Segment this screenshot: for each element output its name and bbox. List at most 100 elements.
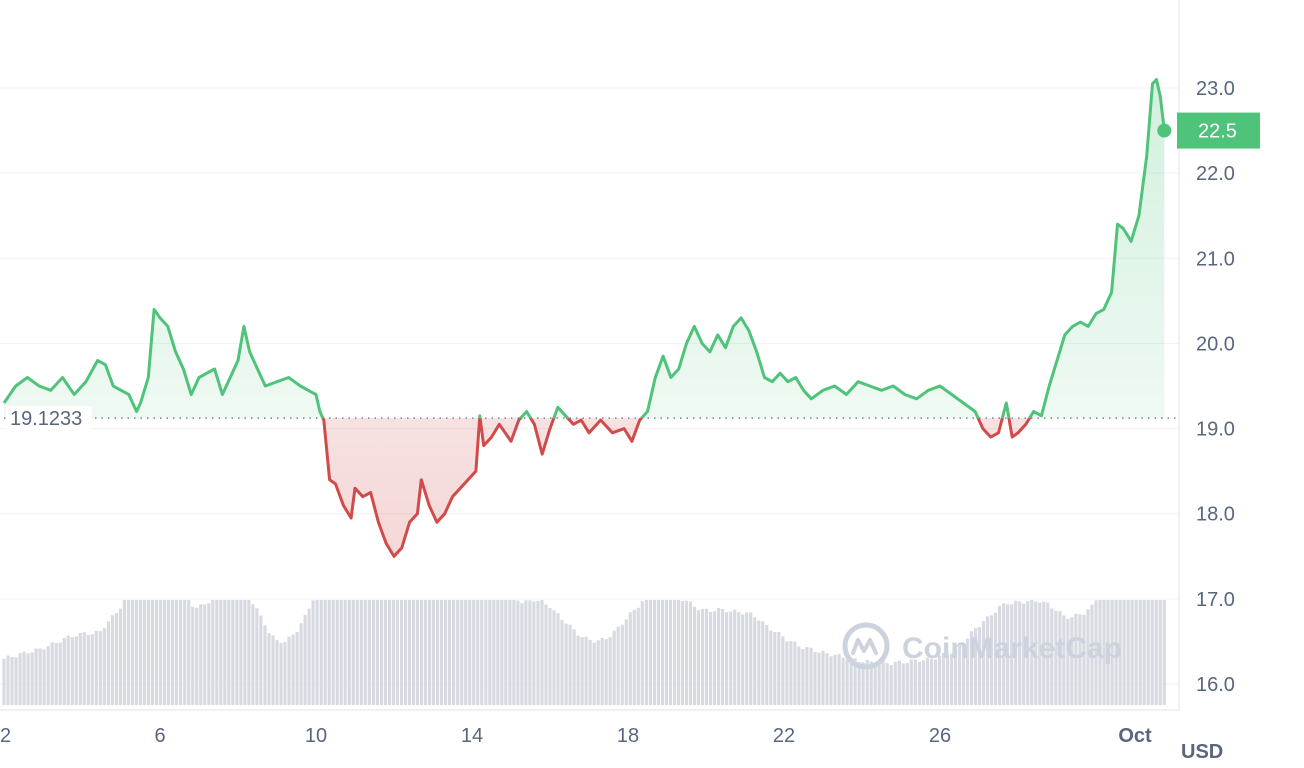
volume-bar	[969, 631, 974, 705]
volume-bar	[998, 605, 1002, 705]
volume-bar	[391, 600, 395, 705]
volume-bar	[632, 609, 636, 705]
volume-bar	[737, 612, 741, 705]
volume-bar	[805, 646, 809, 705]
volume-bar	[616, 626, 620, 705]
volume-bar	[428, 600, 432, 705]
volume-bar	[239, 600, 243, 705]
volume-bar	[98, 631, 102, 705]
volume-bar	[676, 600, 681, 705]
price-area-below-baseline	[4, 418, 1165, 557]
volume-bar	[1162, 600, 1166, 705]
volume-bar	[849, 657, 853, 705]
volume-bar	[476, 600, 480, 705]
volume-bar	[1154, 600, 1158, 705]
volume-bar	[801, 648, 805, 705]
volume-bar	[516, 600, 520, 705]
volume-bar	[933, 659, 937, 705]
volume-bar	[367, 600, 371, 705]
volume-bar	[701, 609, 705, 705]
volume-bar	[1102, 600, 1106, 705]
volume-bar	[660, 600, 664, 705]
volume-bar	[496, 600, 500, 705]
volume-bar	[765, 624, 769, 705]
volume-bar	[279, 643, 283, 705]
volume-bar	[809, 647, 813, 705]
volume-bar	[14, 657, 18, 705]
volume-bar	[733, 609, 737, 705]
coinmarketcap-watermark: CoinMarketCap	[842, 622, 1122, 670]
volume-bar	[26, 653, 30, 705]
volume-bar	[1142, 600, 1146, 705]
baseline-value-label: 19.1233	[10, 408, 82, 430]
volume-bar	[1126, 600, 1130, 705]
volume-bar	[684, 600, 689, 705]
volume-bar	[592, 642, 596, 705]
volume-bar	[572, 629, 576, 705]
baseline-label-bg	[6, 406, 92, 431]
volume-bar	[941, 652, 945, 705]
volume-bar	[492, 600, 496, 705]
volume-bar	[749, 612, 753, 705]
volume-bar	[982, 621, 986, 705]
current-price-tag: 22.5	[1177, 112, 1260, 149]
y-tick-label: 22.0	[1196, 163, 1235, 185]
y-tick-label: 20.0	[1196, 333, 1235, 355]
coinmarketcap-logo-icon	[842, 622, 890, 670]
volume-bar	[745, 612, 749, 705]
volume-bar	[1122, 600, 1126, 705]
volume-bar	[18, 653, 22, 705]
volume-bar	[94, 630, 98, 705]
volume-bar	[484, 600, 488, 705]
volume-bar	[1030, 600, 1034, 705]
x-tick-label: Oct	[1118, 725, 1152, 747]
volume-bar	[456, 600, 460, 705]
volume-bar	[323, 600, 327, 705]
volume-bar	[905, 663, 909, 705]
volume-bar	[692, 606, 697, 705]
volume-bar	[729, 611, 733, 705]
volume-bar	[508, 600, 512, 705]
volume-bar	[1150, 600, 1154, 705]
volume-bar	[436, 600, 440, 705]
volume-bar	[889, 664, 893, 705]
volume-bar	[387, 600, 391, 705]
volume-bar	[644, 600, 648, 705]
volume-bar	[327, 600, 331, 705]
volume-bar	[1034, 601, 1038, 705]
price-line-below-baseline	[321, 418, 1032, 558]
x-tick-label: 2	[0, 725, 11, 747]
volume-bar	[901, 663, 905, 705]
volume-bar	[283, 641, 287, 705]
volume-bar	[383, 600, 387, 705]
volume-bar	[142, 600, 147, 705]
volume-bar	[86, 634, 90, 705]
volume-bar	[355, 600, 359, 705]
volume-bar	[235, 600, 239, 705]
volume-bar	[837, 654, 841, 705]
price-line-above-baseline	[2, 78, 1166, 419]
volume-bar	[648, 600, 652, 705]
volume-bar	[295, 631, 299, 705]
volume-bar	[183, 600, 187, 705]
volume-bar	[146, 600, 151, 705]
volume-bar	[873, 664, 877, 705]
volume-bar	[1110, 600, 1114, 705]
volume-bar	[552, 610, 556, 705]
volume-bar	[986, 616, 990, 705]
volume-bar	[608, 637, 612, 705]
volume-bar	[159, 600, 163, 705]
volume-bar	[371, 600, 375, 705]
volume-bar	[110, 615, 114, 705]
volume-bar	[423, 600, 428, 705]
volume-bar	[1066, 618, 1070, 705]
volume-bar	[636, 607, 640, 705]
volume-bar	[520, 603, 524, 705]
watermark-brand-text: CoinMarketCap	[902, 632, 1122, 665]
volume-bar	[841, 657, 845, 705]
volume-bar	[544, 604, 548, 705]
volume-bar	[102, 628, 106, 705]
volume-bar	[211, 600, 215, 705]
x-tick-label: 10	[305, 725, 327, 747]
